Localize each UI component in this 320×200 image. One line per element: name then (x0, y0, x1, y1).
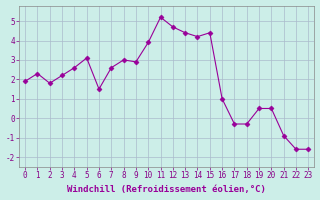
X-axis label: Windchill (Refroidissement éolien,°C): Windchill (Refroidissement éolien,°C) (67, 185, 266, 194)
